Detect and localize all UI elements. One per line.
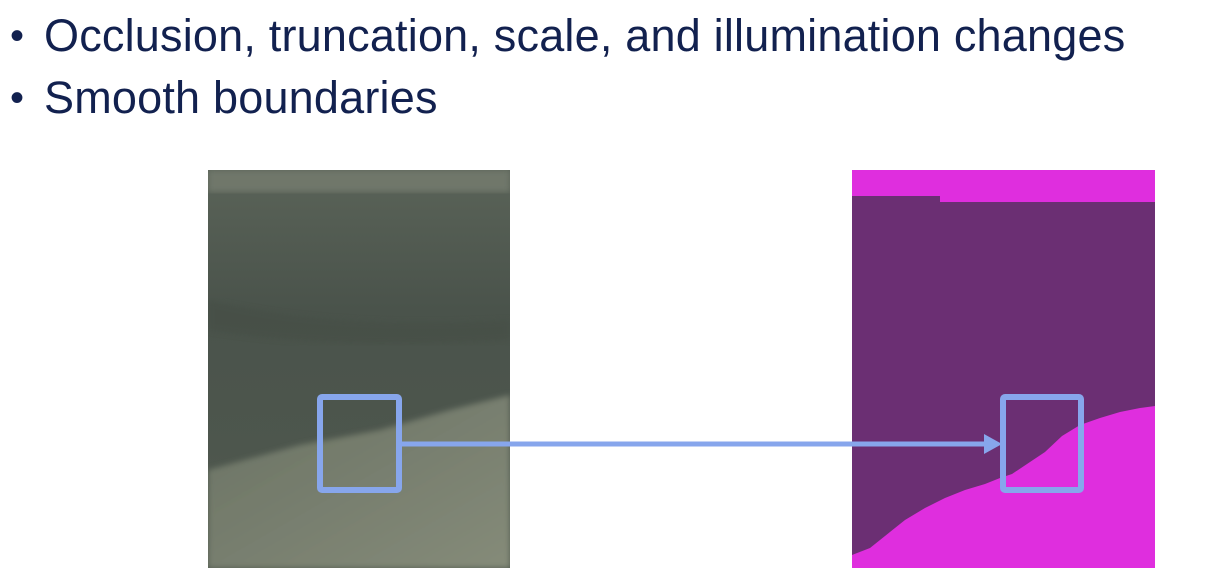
bullet-text: Smooth boundaries [44,72,438,123]
left-image-patch [208,170,510,568]
right-highlight-box [1000,394,1084,493]
bullet-marker: • [10,76,25,120]
bullet-item: • Smooth boundaries [10,68,438,128]
left-highlight-box [317,394,402,493]
correspondence-arrow [400,434,1002,454]
bullet-item: • Occlusion, truncation, scale, and illu… [10,6,1125,66]
right-segmentation-mask [852,170,1155,568]
bullet-marker: • [10,14,25,58]
bullet-list: • Occlusion, truncation, scale, and illu… [0,0,1211,140]
bullet-text: Occlusion, truncation, scale, and illumi… [44,10,1126,61]
